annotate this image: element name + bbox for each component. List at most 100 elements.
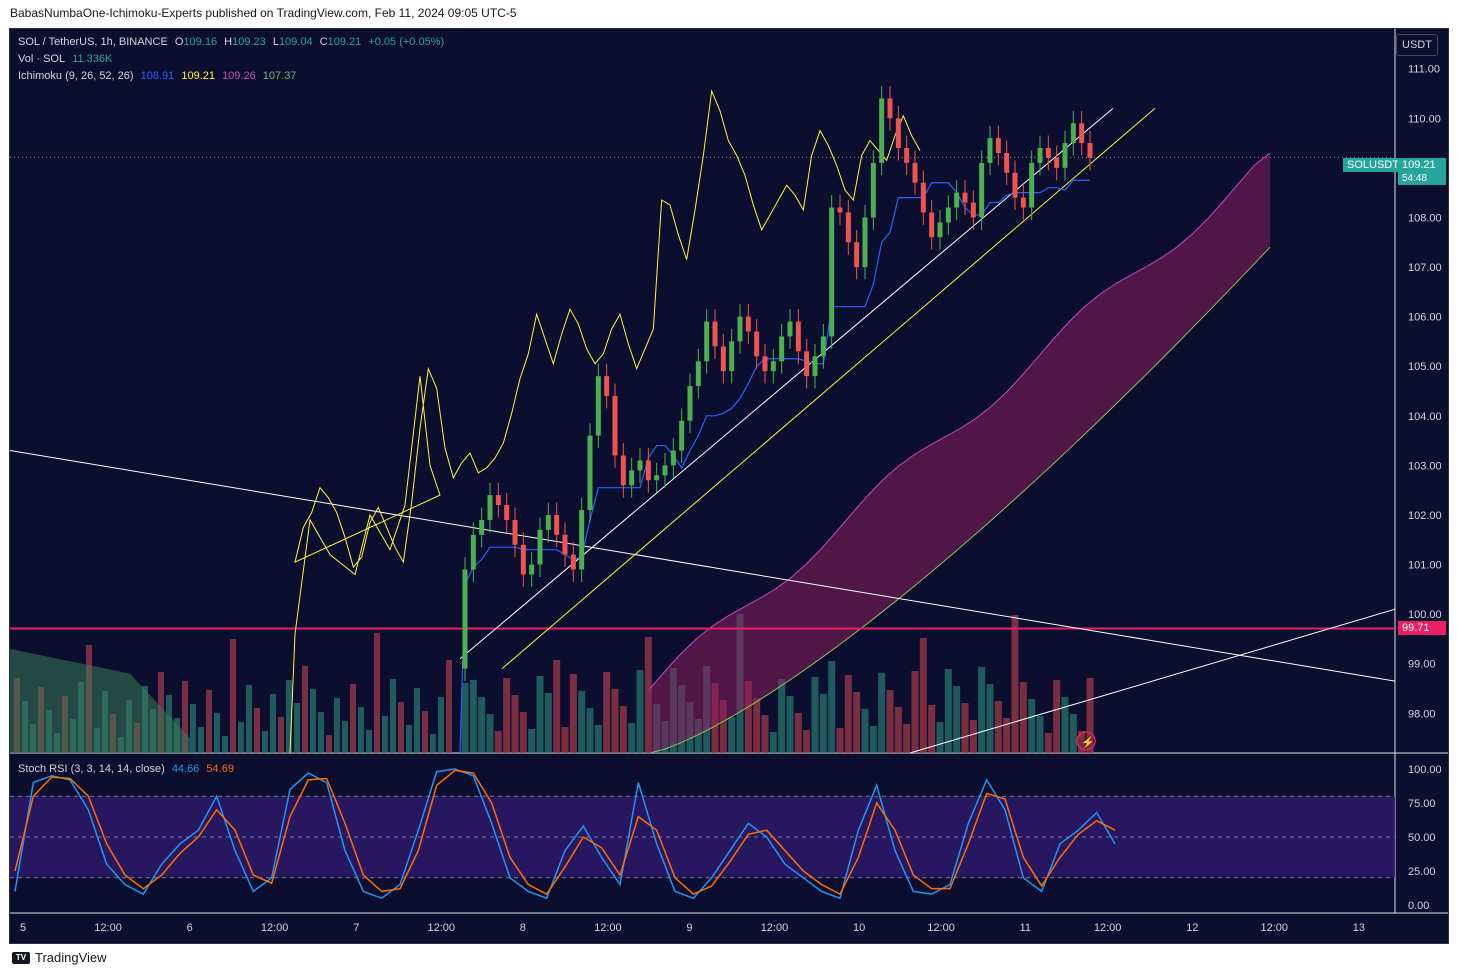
candle-body [520, 544, 526, 575]
price-tick-label: 102.00 [1408, 510, 1442, 522]
volume-bar [254, 708, 260, 753]
candle-body [1037, 148, 1043, 163]
candle-body [879, 98, 885, 163]
symbol-title: SOL / TetherUS, 1h, BINANCE [18, 36, 168, 48]
volume-bar [342, 721, 348, 753]
time-tick-label: 5 [20, 922, 26, 934]
volume-bar [928, 705, 936, 753]
volume-bar [398, 702, 404, 753]
time-tick-label: 7 [353, 922, 359, 934]
volume-bar [869, 726, 877, 753]
volume-bar [894, 707, 902, 753]
stoch-rsi-label: Stoch RSI (3, 3, 14, 14, close) [18, 763, 165, 775]
time-tick-label: 12:00 [761, 922, 789, 934]
volume-bar [769, 732, 777, 753]
candle-body [1087, 143, 1093, 158]
time-tick-label: 12:00 [1094, 922, 1122, 934]
candle-body [679, 420, 685, 451]
candle-body [970, 202, 976, 218]
stoch-rsi-legend[interactable]: Stoch RSI (3, 3, 14, 14, close) 44.66 54… [18, 763, 238, 775]
ichimoku-lagging: 109.21 [181, 70, 215, 82]
volume-bar [246, 685, 252, 753]
volume-bar [886, 690, 894, 753]
candle-body [995, 138, 1001, 153]
volume-bar [214, 713, 220, 753]
ichimoku-cloud [650, 152, 1270, 753]
volume-legend[interactable]: Vol · SOL 11.336K [18, 53, 116, 65]
candle-body [637, 460, 643, 471]
candle-body [712, 321, 718, 347]
time-tick-label: 13 [1353, 922, 1365, 934]
candle-body [820, 336, 826, 357]
time-tick-label: 12:00 [927, 922, 955, 934]
volume-bar [511, 695, 519, 753]
volume-bar [1003, 718, 1011, 753]
candle-body [795, 321, 801, 352]
volume-bar [1078, 731, 1086, 753]
footer[interactable]: TV TradingView [12, 950, 107, 965]
price-tick-label: 107.00 [1408, 262, 1442, 274]
volume-bar [636, 670, 644, 753]
candle-body [779, 336, 785, 362]
candle-body [1029, 162, 1035, 208]
volume-bar [811, 677, 819, 753]
time-tick-label: 12:00 [428, 922, 456, 934]
candle-body [629, 470, 635, 486]
volume-bar [786, 696, 794, 753]
price-tick-label: 101.00 [1408, 560, 1442, 572]
currency-button[interactable]: USDT [1396, 34, 1438, 56]
volume-bar [486, 714, 494, 753]
candle-body [487, 495, 493, 520]
volume-bar [358, 707, 364, 753]
volume-bar [190, 704, 196, 753]
volume-bar [461, 683, 469, 753]
volume-bar [878, 673, 886, 753]
candle-body [462, 569, 468, 669]
volume-bar [644, 637, 652, 753]
stoch-k-line [14, 768, 1116, 900]
candle-body [804, 351, 810, 377]
volume-bar [326, 735, 332, 753]
volume-bar [544, 693, 552, 753]
candle-body [587, 435, 593, 511]
volume-bar [198, 727, 204, 753]
stoch-k-value: 44.66 [171, 763, 200, 775]
volume-bar [390, 679, 396, 753]
volume-bar [310, 689, 316, 753]
volume-bar [182, 681, 188, 753]
ichimoku-span-b: 107.37 [262, 70, 297, 82]
volume-bar [350, 684, 356, 753]
symbol-legend[interactable]: SOL / TetherUS, 1h, BINANCE O109.16 H109… [18, 36, 448, 48]
candle-body [1070, 123, 1076, 144]
downtrend-line [10, 450, 1396, 682]
ichimoku-legend[interactable]: Ichimoku (9, 26, 52, 26) 108.91 109.21 1… [18, 70, 300, 82]
volume-bar [294, 703, 300, 753]
volume-bar [903, 724, 911, 753]
countdown-badge: 54:48 [1398, 172, 1446, 185]
level-badge: 99.71 [1398, 621, 1446, 635]
candle-body [554, 514, 560, 535]
volume-bar [1036, 716, 1044, 753]
symbol-badge: SOLUSDT [1343, 158, 1403, 172]
volume-bar [302, 666, 308, 753]
volume-bar [446, 660, 452, 753]
candle-body [620, 455, 626, 486]
high-value: 109.23 [232, 36, 266, 48]
volume-bar [406, 725, 412, 753]
volume-bar [230, 639, 236, 753]
last-price-badge: 109.21 [1398, 158, 1446, 172]
time-tick-label: 12:00 [594, 922, 622, 934]
chart-frame[interactable]: 111.00110.00109.00108.00107.00106.00105.… [9, 28, 1449, 944]
time-tick-label: 12:00 [1261, 922, 1289, 934]
chart-canvas[interactable]: 111.00110.00109.00108.00107.00106.00105.… [10, 29, 1448, 943]
close-label: C [319, 36, 328, 48]
candle-body [1062, 143, 1068, 168]
time-tick-label: 8 [520, 922, 526, 934]
volume-bar [844, 675, 852, 753]
span-a-line [649, 152, 1271, 689]
price-tick-label: 108.00 [1408, 212, 1442, 224]
candle-body [937, 222, 943, 238]
volume-bar [286, 680, 292, 753]
low-label: L [272, 36, 279, 48]
time-tick-label: 12:00 [94, 922, 122, 934]
